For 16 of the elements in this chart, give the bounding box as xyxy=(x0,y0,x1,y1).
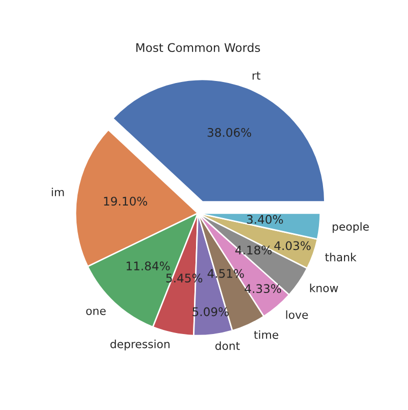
slice-label: thank xyxy=(325,252,356,262)
slice-label: im xyxy=(52,188,64,196)
data-label: 4.03% xyxy=(274,241,311,250)
slice-label: know xyxy=(310,284,338,292)
slice-label: rt xyxy=(252,72,260,80)
slice-label: one xyxy=(86,308,106,316)
slice-label: depression xyxy=(110,340,170,350)
slice-label: love xyxy=(286,310,308,319)
chart-title: Most Common Words xyxy=(136,42,260,52)
data-label: 3.40% xyxy=(246,214,283,224)
data-label: 38.06% xyxy=(208,128,252,137)
data-label: 19.10% xyxy=(104,196,148,206)
slice-label: time xyxy=(254,330,278,339)
slice-label: dont xyxy=(215,341,240,350)
slice-label: people xyxy=(332,222,369,233)
data-label: 11.84% xyxy=(126,262,170,270)
